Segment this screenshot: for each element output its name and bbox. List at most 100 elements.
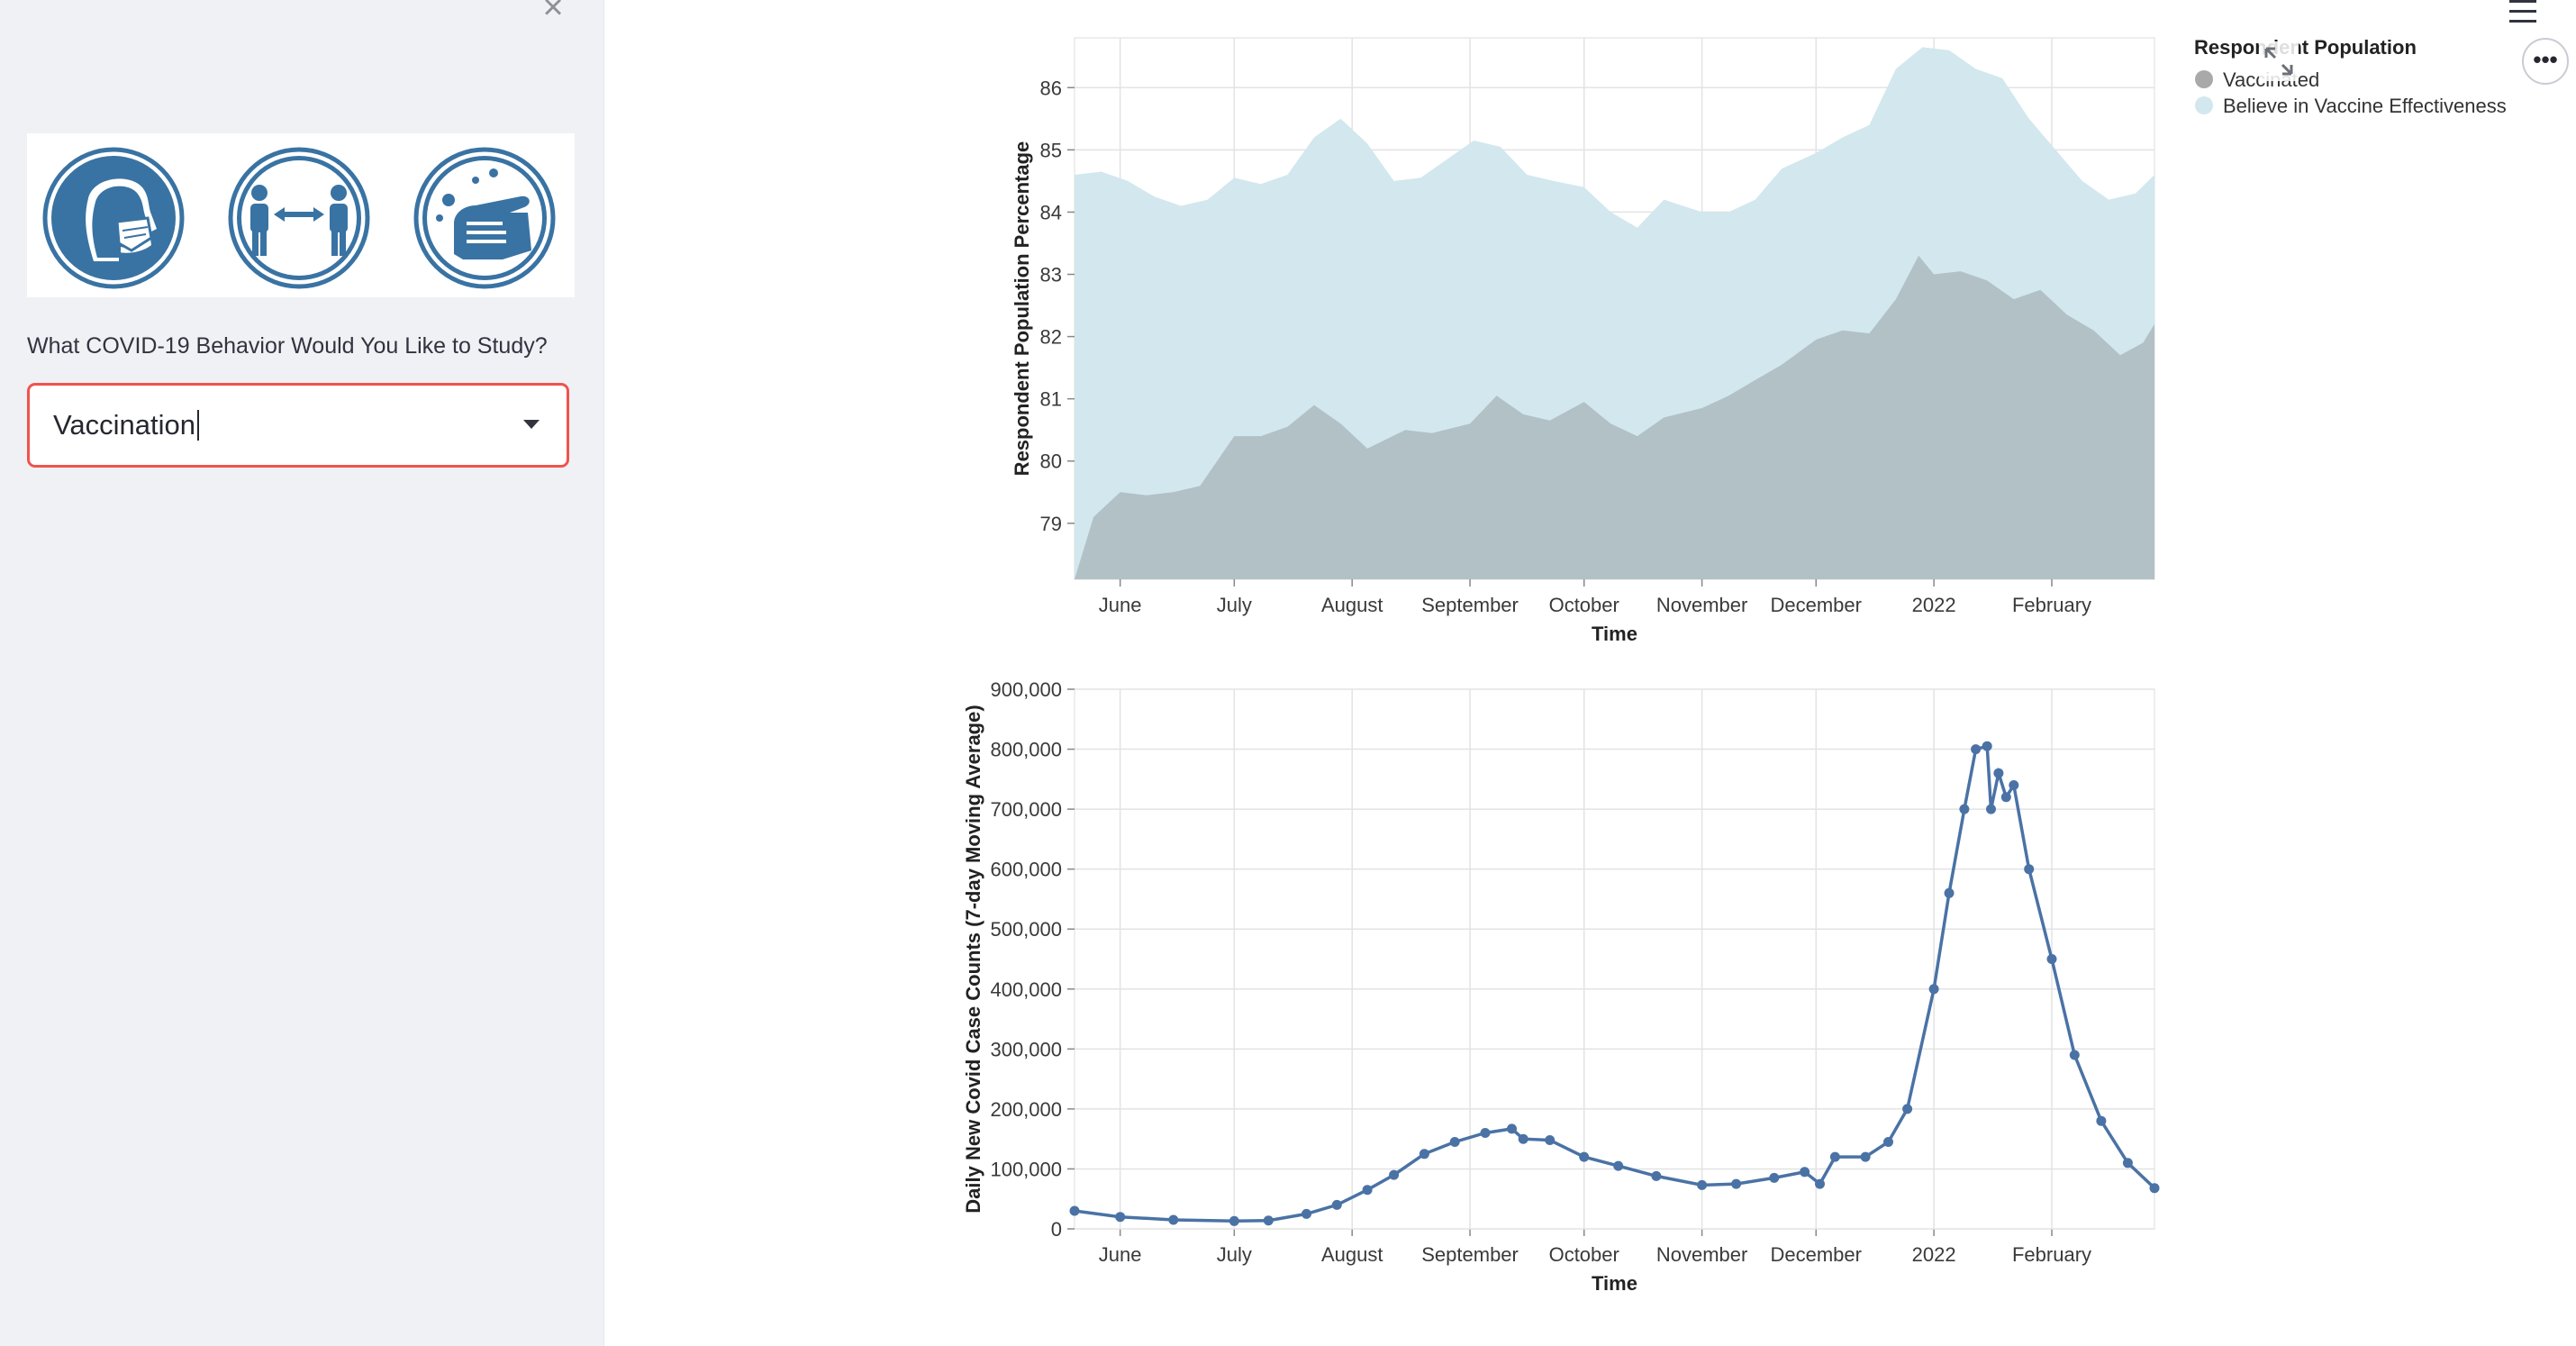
case-count-point[interactable]: [1302, 1208, 1311, 1219]
case-count-point[interactable]: [2069, 1050, 2080, 1060]
behavior-select-value[interactable]: Vaccination: [53, 410, 199, 441]
case-count-point[interactable]: [2046, 954, 2057, 964]
x-tick-label: September: [1421, 1243, 1519, 1266]
y-tick-label: 100,000: [990, 1158, 1062, 1180]
y-tick-label: 400,000: [990, 978, 1062, 1001]
case-count-point[interactable]: [1229, 1215, 1239, 1226]
case-count-point[interactable]: [1651, 1170, 1662, 1181]
case-count-point[interactable]: [1959, 804, 1970, 814]
daily-cases-line-chart: June July August September October November De…: [962, 678, 2160, 1295]
case-count-point[interactable]: [1480, 1128, 1491, 1138]
case-count-point[interactable]: [1731, 1178, 1742, 1189]
x-tick-label: August: [1321, 1243, 1383, 1266]
x-tick-label: July: [1217, 1243, 1252, 1266]
y-tick-label: 800,000: [990, 739, 1062, 761]
case-count-point[interactable]: [2009, 780, 2019, 790]
x-tick-label: October: [1549, 594, 1619, 616]
legend: Respondent Population Vaccinated Believe…: [2194, 36, 2507, 117]
hand-washing-icon: [413, 147, 556, 289]
y-tick-label: 84: [1040, 201, 1062, 223]
case-count-point[interactable]: [1069, 1205, 1080, 1216]
y-tick-label: 900,000: [990, 678, 1062, 701]
case-count-point[interactable]: [1263, 1215, 1274, 1226]
case-count-point[interactable]: [1545, 1135, 1556, 1145]
area-series-vaccinated[interactable]: [1075, 255, 2154, 579]
x-axis-title: Time: [1592, 1272, 1637, 1295]
x-tick-label: 2022: [1912, 1243, 1956, 1266]
case-count-point[interactable]: [1389, 1169, 1400, 1180]
x-tick-label: October: [1549, 1243, 1619, 1266]
legend-title: Respondent Population: [2194, 36, 2417, 59]
x-tick-label: February: [2012, 1243, 2091, 1266]
close-sidebar-button[interactable]: ×: [542, 0, 564, 27]
x-tick-label: September: [1421, 594, 1519, 616]
case-count-point[interactable]: [2000, 792, 2011, 803]
legend-label-believe[interactable]: Believe in Vaccine Effectiveness: [2223, 95, 2507, 117]
vaccination-area-chart: June July August September October November De…: [1011, 37, 2155, 645]
x-tick-label: August: [1321, 594, 1383, 616]
case-count-point[interactable]: [1168, 1214, 1179, 1225]
fullscreen-expand-icon[interactable]: [2259, 41, 2299, 81]
legend-swatch-believe[interactable]: [2195, 96, 2213, 114]
case-count-point[interactable]: [1449, 1137, 1460, 1147]
y-tick-label: 79: [1040, 513, 1062, 535]
case-count-point[interactable]: [1986, 804, 1996, 814]
case-count-point[interactable]: [1860, 1151, 1871, 1162]
x-tick-label: 2022: [1912, 594, 1956, 616]
case-count-point[interactable]: [1769, 1172, 1780, 1183]
x-tick-label: December: [1771, 1243, 1862, 1266]
x-tick-label: June: [1099, 1243, 1142, 1266]
y-tick-label: 200,000: [990, 1098, 1062, 1121]
face-mask-person-icon: [42, 147, 185, 289]
y-tick-label: 600,000: [990, 859, 1062, 881]
x-axis-title: Time: [1592, 623, 1637, 645]
case-count-point[interactable]: [1419, 1149, 1429, 1160]
case-count-point[interactable]: [1993, 768, 2004, 778]
y-tick-label: 81: [1040, 388, 1062, 411]
case-count-point[interactable]: [1507, 1123, 1517, 1134]
case-count-point[interactable]: [1829, 1151, 1840, 1162]
hamburger-menu-icon[interactable]: [2509, 0, 2536, 23]
case-count-point[interactable]: [1697, 1179, 1708, 1190]
sidebar: ×: [0, 0, 604, 1346]
x-tick-label: November: [1656, 594, 1747, 616]
y-tick-label: 700,000: [990, 798, 1062, 821]
social-distance-icon: [228, 147, 370, 289]
x-tick-label: December: [1771, 594, 1862, 616]
case-count-point[interactable]: [1928, 984, 1939, 995]
case-count-point[interactable]: [1579, 1151, 1590, 1162]
plot-area: [1074, 688, 2155, 1230]
case-count-point[interactable]: [1815, 1178, 1825, 1189]
behavior-question-label: What COVID-19 Behavior Would You Like to…: [27, 333, 548, 359]
x-tick-label: November: [1656, 1243, 1747, 1266]
y-axis-title: Daily New Covid Case Counts (7-day Movin…: [962, 705, 984, 1213]
case-count-point[interactable]: [1331, 1199, 1342, 1210]
y-tick-label: 500,000: [990, 918, 1062, 941]
behavior-icons-banner: [27, 133, 575, 297]
y-axis-title: Respondent Population Percentage: [1011, 141, 1033, 477]
case-count-point[interactable]: [2096, 1115, 2107, 1126]
chevron-down-icon[interactable]: [523, 420, 540, 429]
case-count-point[interactable]: [2149, 1183, 2160, 1194]
legend-swatch-vaccinated[interactable]: [2195, 70, 2213, 88]
behavior-select[interactable]: Vaccination: [27, 383, 569, 468]
x-tick-label: February: [2012, 594, 2091, 616]
case-count-point[interactable]: [1944, 887, 1955, 898]
case-count-point[interactable]: [1982, 741, 1992, 751]
case-count-point[interactable]: [1362, 1185, 1373, 1196]
case-count-point[interactable]: [1518, 1133, 1528, 1144]
more-options-button[interactable]: •••: [2522, 38, 2569, 85]
y-tick-label: 85: [1040, 139, 1062, 161]
y-tick-label: 300,000: [990, 1038, 1062, 1060]
case-count-point[interactable]: [2122, 1158, 2133, 1169]
case-count-point[interactable]: [2024, 864, 2035, 875]
case-count-point[interactable]: [1800, 1167, 1810, 1178]
case-count-point[interactable]: [1971, 744, 1982, 755]
case-count-point[interactable]: [1883, 1137, 1893, 1147]
case-count-point[interactable]: [1115, 1212, 1126, 1223]
case-count-point[interactable]: [1902, 1104, 1913, 1114]
y-tick-label: 86: [1040, 77, 1062, 99]
case-count-point[interactable]: [1613, 1160, 1624, 1171]
y-tick-label: 0: [1051, 1218, 1062, 1241]
